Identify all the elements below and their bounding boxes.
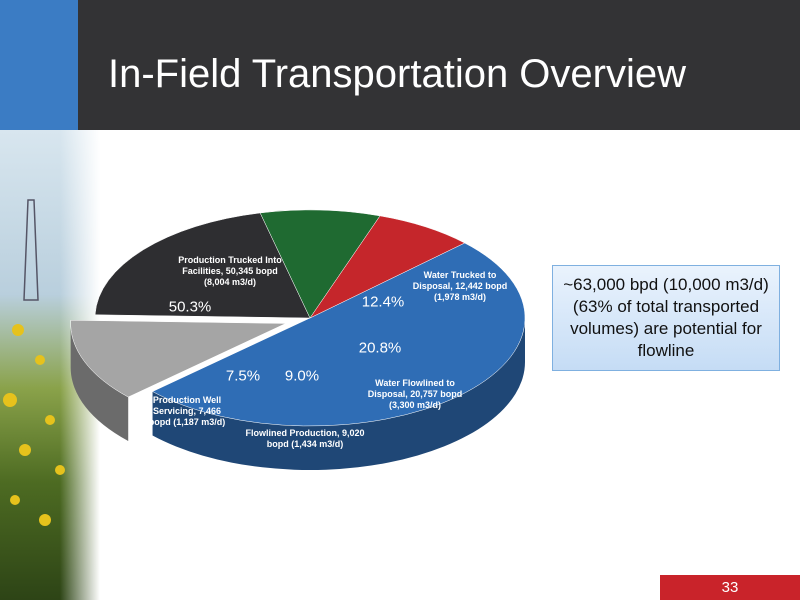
pie-slice	[259, 209, 381, 319]
callout-text: ~63,000 bpd (10,000 m3/d) (63% of total …	[563, 275, 769, 360]
pie-slice	[70, 319, 286, 398]
callout: ~63,000 bpd (10,000 m3/d) (63% of total …	[552, 265, 780, 371]
derrick	[23, 199, 39, 301]
page-number: 33	[660, 575, 800, 600]
data-label: 9.0%	[284, 367, 320, 385]
slice-label: Production Trucked Into Facilities, 50,3…	[178, 255, 282, 287]
pie-slice	[94, 212, 311, 319]
slice-side	[70, 323, 129, 442]
pie	[70, 209, 526, 470]
slice-label: Flowlined Production, 9,020 bopd (1,434 …	[245, 428, 365, 449]
slide-title: In-Field Transportation Overview	[108, 52, 687, 96]
pie-slice	[309, 215, 466, 319]
data-label: 50.3%	[168, 298, 212, 316]
data-label: 12.4%	[361, 293, 405, 311]
data-label: 7.5%	[225, 367, 261, 385]
slice-label: Water Trucked to Disposal, 12,442 bopd (…	[412, 270, 508, 302]
header	[0, 0, 800, 130]
data-label: 20.8%	[358, 339, 402, 357]
slice-label: Water Flowlined to Disposal, 20,757 bopd…	[367, 378, 463, 410]
header-accent	[0, 0, 78, 130]
slice-label: Production Well Servicing, 7,466 bopd (1…	[148, 395, 226, 427]
flowers	[3, 324, 65, 526]
slice-side	[152, 318, 525, 470]
pie-slice	[151, 242, 526, 427]
